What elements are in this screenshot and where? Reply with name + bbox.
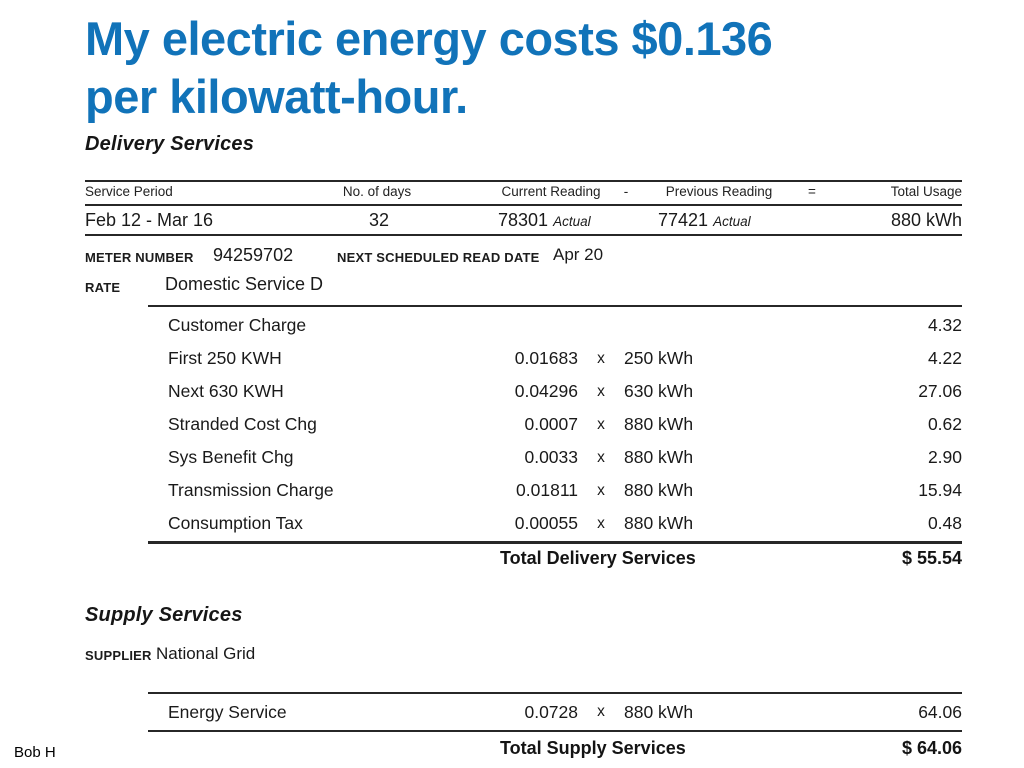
supplier-label: SUPPLIER (85, 648, 152, 663)
usage-days: 32 (368, 210, 390, 230)
usage-header-current-reading: Current Reading (501, 184, 601, 199)
charge-row: Energy Service 0.0728 x 880 kWh 64.06 (168, 701, 962, 722)
delivery-services-heading: Delivery Services (85, 133, 255, 155)
usage-table-top-rule (85, 180, 962, 182)
slide-title-line1: My electric energy costs $0.136 (85, 12, 773, 65)
author-name: Bob H (14, 744, 56, 761)
usage-header-service-period: Service Period (85, 184, 173, 199)
total-supply-services-amount: $ 64.06 (901, 738, 962, 758)
supply-charges-bottom-rule (148, 730, 962, 732)
usage-service-period: Feb 12 - Mar 16 (85, 210, 214, 230)
delivery-charges-table: Customer Charge 4.32 First 250 KWH 0.016… (148, 309, 962, 540)
charge-row: Stranded Cost Chg 0.0007 x 880 kWh 0.62 (168, 414, 962, 434)
charge-row: Customer Charge 4.32 (168, 315, 962, 335)
charge-row: Consumption Tax 0.00055 x 880 kWh 0.48 (168, 513, 962, 533)
supply-charges-top-rule (148, 692, 962, 694)
total-delivery-services-amount: $ 55.54 (901, 548, 962, 568)
charge-row: Transmission Charge 0.01811 x 880 kWh 15… (168, 480, 962, 500)
usage-header-total-usage: Total Usage (890, 184, 962, 199)
usage-current-reading: 78301 Actual (498, 210, 591, 230)
delivery-charges-bottom-rule (148, 541, 962, 544)
slide-title-line2: per kilowatt-hour. (85, 70, 468, 123)
delivery-charges-top-rule (148, 305, 962, 307)
total-supply-services-label: Total Supply Services (500, 738, 686, 758)
usage-header-equals-sign: = (808, 184, 816, 199)
usage-table-bottom-rule (85, 234, 962, 236)
current-reading-qualifier: Actual (553, 214, 591, 229)
next-read-date-value: Apr 20 (553, 245, 604, 264)
usage-table-header-rule (85, 204, 962, 206)
previous-reading-qualifier: Actual (713, 214, 751, 229)
next-read-date-label: NEXT SCHEDULED READ DATE (337, 250, 540, 265)
usage-total: 880 kWh (890, 210, 962, 230)
supply-services-heading: Supply Services (85, 604, 243, 626)
supply-charges-table: Energy Service 0.0728 x 880 kWh 64.06 (148, 694, 962, 730)
usage-previous-reading: 77421 Actual (658, 210, 751, 230)
meter-number-label: METER NUMBER (85, 250, 194, 265)
meter-number-value: 94259702 (213, 245, 294, 265)
total-supply-services-row: Total Supply Services $ 64.06 (148, 738, 962, 759)
charge-row: First 250 KWH 0.01683 x 250 kWh 4.22 (168, 348, 962, 368)
usage-header-minus-sign: - (623, 184, 629, 199)
usage-header-days: No. of days (342, 184, 412, 199)
supplier-value: National Grid (156, 644, 256, 663)
total-delivery-services-label: Total Delivery Services (500, 548, 696, 568)
charge-row: Next 630 KWH 0.04296 x 630 kWh 27.06 (168, 381, 962, 401)
usage-header-previous-reading: Previous Reading (665, 184, 773, 199)
total-delivery-services-row: Total Delivery Services $ 55.54 (148, 548, 962, 569)
rate-label: RATE (85, 280, 121, 295)
rate-value: Domestic Service D (165, 274, 324, 294)
slide-title: My electric energy costs $0.136 per kilo… (85, 10, 773, 126)
charge-row: Sys Benefit Chg 0.0033 x 880 kWh 2.90 (168, 447, 962, 467)
